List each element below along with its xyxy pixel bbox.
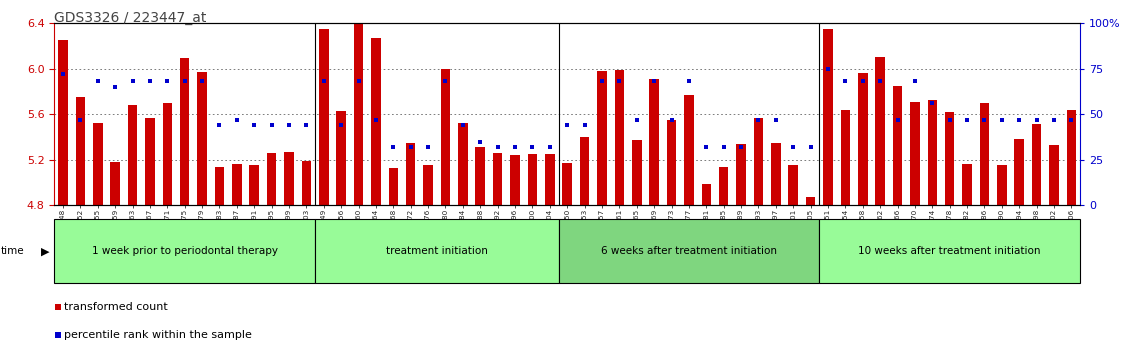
Bar [128,105,137,205]
Bar [336,111,346,205]
Bar [910,102,920,205]
Bar [892,86,903,205]
Text: ▶: ▶ [41,246,50,256]
Bar [510,155,520,205]
Bar [1031,124,1042,205]
Bar [944,112,955,205]
Bar [562,163,572,205]
Bar [389,168,398,205]
Bar [753,118,763,205]
Bar [840,110,851,205]
Bar [684,95,693,205]
Bar [316,219,559,283]
Text: percentile rank within the sample: percentile rank within the sample [64,330,252,341]
Bar [197,72,207,205]
Bar [998,165,1007,205]
Text: GDS3326 / 223447_at: GDS3326 / 223447_at [54,11,207,25]
Bar [76,97,85,205]
Bar [823,29,832,205]
Bar [441,69,450,205]
Bar [597,71,606,205]
Bar [93,123,103,205]
Bar [559,219,819,283]
Bar [1050,145,1059,205]
Text: 6 weeks after treatment initiation: 6 weeks after treatment initiation [601,246,777,256]
Bar [319,29,329,205]
Bar [423,165,433,205]
Text: 10 weeks after treatment initiation: 10 weeks after treatment initiation [858,246,1041,256]
Bar [962,164,972,205]
Bar [493,153,502,205]
Bar [250,165,259,205]
Bar [458,123,467,205]
Bar [215,167,224,205]
Text: time: time [1,246,25,256]
Bar [632,141,641,205]
Bar [354,0,363,205]
Bar [1015,139,1024,205]
Bar [788,165,798,205]
Bar [819,219,1080,283]
Bar [979,103,990,205]
Text: 1 week prior to periodontal therapy: 1 week prior to periodontal therapy [92,246,278,256]
Bar [180,58,190,205]
Bar [875,57,884,205]
Bar [614,70,624,205]
Bar [371,38,381,205]
Bar [528,154,537,205]
Bar [163,103,172,205]
Bar [649,79,659,205]
Bar [267,153,276,205]
Bar [475,147,485,205]
Bar [284,152,294,205]
Bar [736,144,745,205]
Bar [111,162,120,205]
Bar [58,40,68,205]
Bar [927,101,938,205]
Bar [858,73,867,205]
Text: transformed count: transformed count [64,302,169,312]
Bar [54,219,316,283]
Bar [406,143,415,205]
Bar [701,184,711,205]
Bar [667,120,676,205]
Bar [771,143,780,205]
Text: treatment initiation: treatment initiation [386,246,487,256]
Bar [1067,110,1077,205]
Bar [302,161,311,205]
Bar [145,118,155,205]
Bar [232,164,242,205]
Bar [545,154,554,205]
Bar [719,167,728,205]
Bar [580,137,589,205]
Bar [805,197,815,205]
